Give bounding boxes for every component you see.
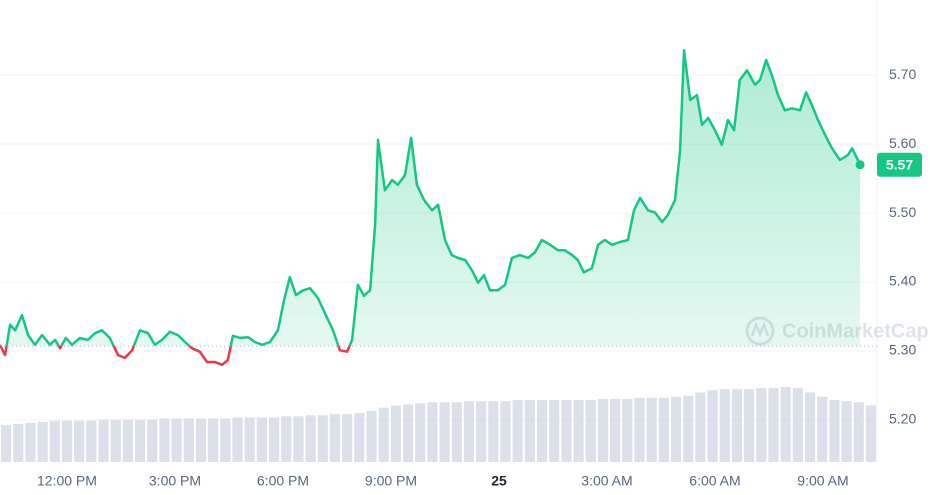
volume-bar: [829, 400, 840, 462]
volume-bar: [500, 401, 511, 462]
volume-bar: [98, 419, 109, 462]
volume-bar: [634, 397, 645, 462]
volume-bar: [293, 416, 304, 462]
volume-bar: [853, 402, 864, 462]
volume-bar: [390, 405, 401, 462]
volume-bar: [317, 415, 328, 462]
volume-bar: [597, 398, 609, 462]
volume-bar: [463, 401, 475, 462]
volume-bar: [147, 419, 158, 462]
volume-bar: [49, 420, 60, 462]
volume-bar: [744, 389, 755, 462]
volume-bar: [512, 400, 523, 462]
volume-bar: [427, 402, 438, 462]
y-tick-label: 5.60: [889, 135, 916, 151]
price-area: [0, 50, 861, 347]
x-tick-label: 6:00 AM: [689, 473, 740, 489]
volume-bar: [561, 400, 572, 462]
volume-bar: [756, 388, 767, 462]
volume-bar: [658, 397, 669, 462]
volume-bar: [25, 422, 36, 462]
volume-bar: [524, 400, 535, 462]
volume-bar: [536, 400, 548, 462]
volume-bar: [183, 418, 194, 462]
volume-bar: [208, 418, 219, 462]
x-tick-label: 9:00 AM: [797, 473, 848, 489]
volume-bar: [549, 400, 560, 462]
volume-bar: [74, 420, 85, 462]
volume-bar: [451, 402, 462, 462]
volume-bar: [232, 417, 243, 462]
volume-bar: [159, 418, 170, 462]
volume-bar: [646, 397, 657, 462]
volume-bar: [110, 419, 121, 462]
volume-bar: [817, 396, 828, 462]
volume-bar: [61, 420, 73, 462]
volume-bar: [792, 388, 803, 462]
y-tick-label: 5.70: [889, 66, 916, 82]
volume-bar: [804, 392, 816, 462]
volume-bar: [439, 402, 450, 462]
y-tick-label: 5.20: [889, 411, 916, 427]
volume-bar: [378, 407, 389, 462]
volume-bar: [488, 401, 499, 462]
volume-bar: [244, 417, 255, 462]
volume-bar: [1, 425, 12, 462]
x-tick-label: 3:00 PM: [149, 473, 201, 489]
volume-bar: [731, 389, 743, 462]
volume-bar: [695, 392, 706, 462]
volume-bar: [610, 398, 621, 462]
last-point: [855, 160, 865, 170]
volume-bar: [573, 400, 584, 462]
volume-bar: [37, 421, 48, 462]
x-tick-label: 9:00 PM: [365, 473, 417, 489]
volume-bar: [134, 419, 146, 462]
price-tag: [877, 152, 922, 177]
x-tick-label: 12:00 PM: [37, 473, 97, 489]
volume-bar: [268, 417, 280, 462]
y-tick-label: 5.30: [889, 342, 916, 358]
volume-bar: [415, 403, 426, 462]
price-line-up: [0, 49, 862, 347]
volume-bar: [768, 388, 779, 462]
volume-bar: [707, 390, 718, 462]
volume-bar: [683, 395, 694, 462]
volume-bar: [220, 418, 231, 462]
volume-bar: [476, 401, 487, 462]
volume-bar: [670, 396, 682, 462]
x-tick-label: 3:00 AM: [581, 473, 632, 489]
volume-bar: [195, 418, 207, 462]
volume-bar: [585, 400, 596, 462]
volume-bar: [402, 404, 414, 462]
price-tag-label: 5.57: [886, 157, 913, 173]
volume-bar: [865, 405, 876, 462]
volume-bar: [329, 414, 341, 462]
volume-bar: [342, 414, 353, 462]
volume-bar: [86, 420, 97, 462]
volume-bar: [622, 398, 633, 462]
volume-bar: [13, 423, 24, 462]
x-tick-label: 6:00 PM: [257, 473, 309, 489]
volume-bar: [122, 419, 133, 462]
volume-bar: [780, 387, 791, 462]
volume-bar: [841, 401, 852, 462]
volume-bar: [366, 410, 377, 462]
volume-bar: [256, 417, 267, 462]
x-tick-label: 25: [491, 473, 507, 489]
y-tick-label: 5.50: [889, 204, 916, 220]
volume-bar: [171, 418, 182, 462]
volume-bar: [354, 413, 365, 462]
volume-bar: [719, 389, 730, 462]
volume-bar: [305, 415, 316, 462]
y-tick-label: 5.40: [889, 273, 916, 289]
volume-bar: [281, 416, 292, 462]
